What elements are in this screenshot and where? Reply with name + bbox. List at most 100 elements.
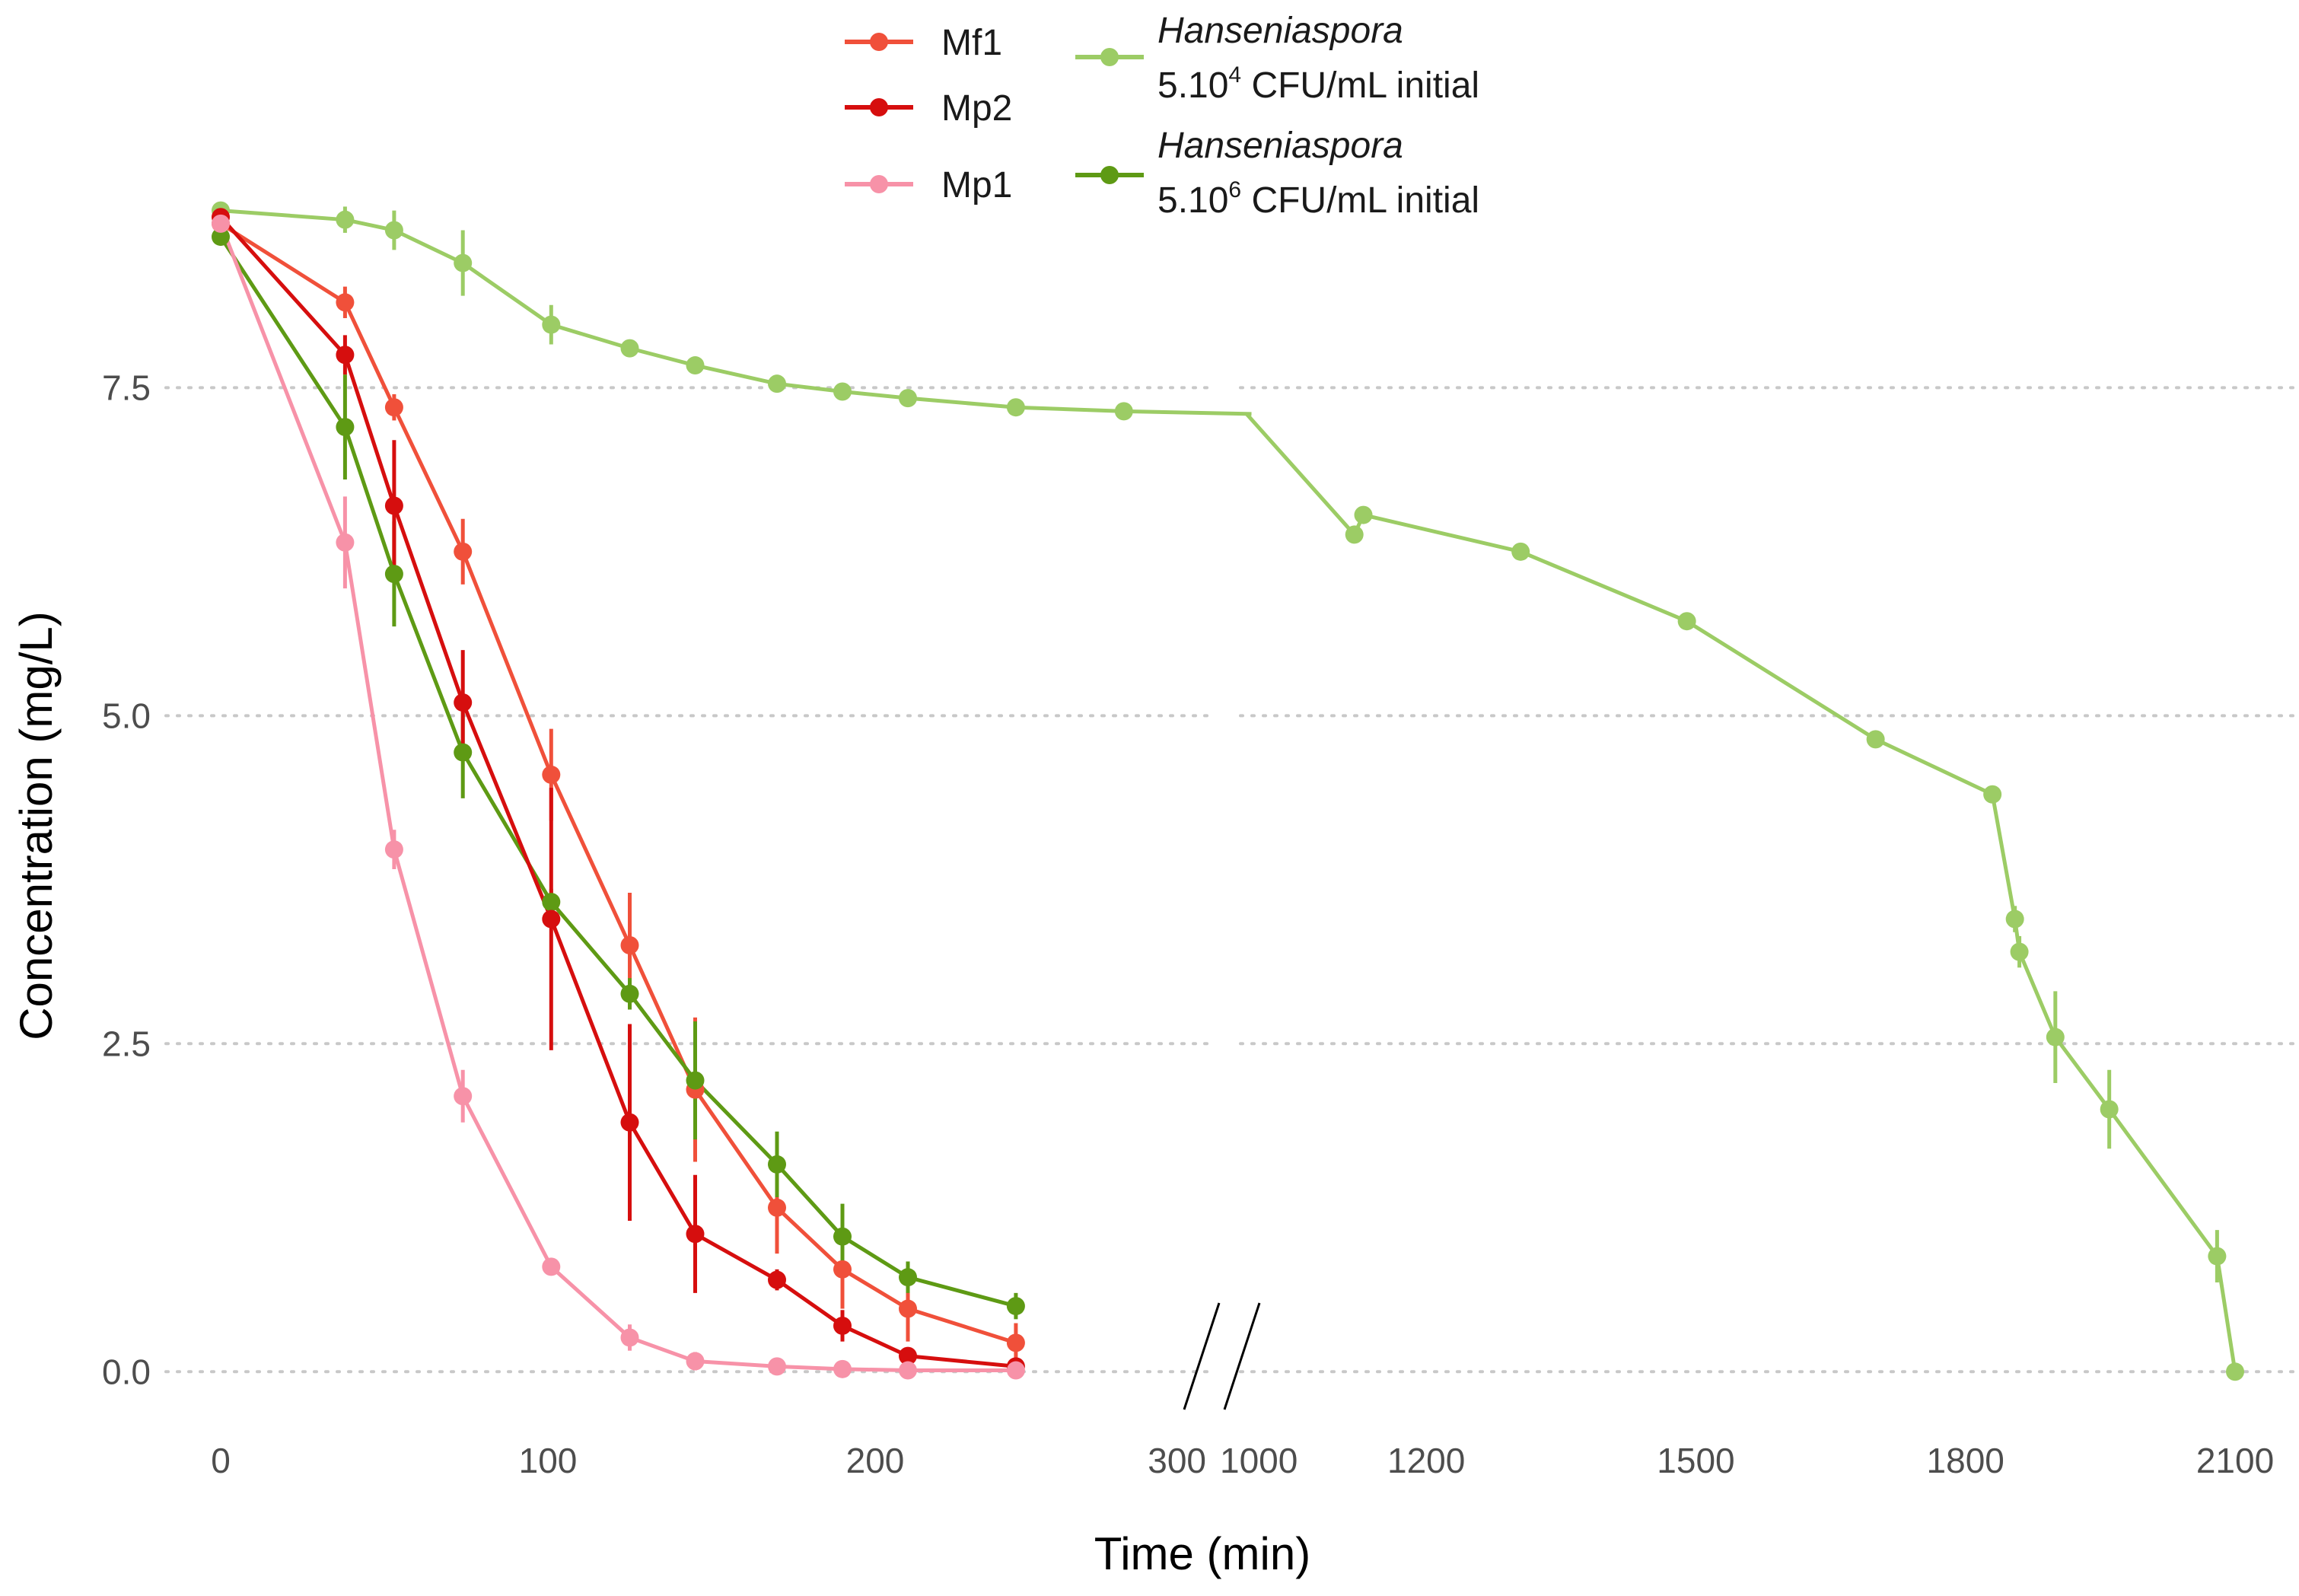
x-axis-title: Time (min) [1094,1528,1310,1579]
x-tick-label: 1200 [1387,1441,1465,1480]
y-axis-ticks: 0.0 2.5 5.0 7.5 [102,368,151,1391]
series-3-point [2005,909,2024,929]
series-3-point [2010,942,2029,961]
series-1-point [768,1270,786,1289]
series-3-line [220,209,1252,416]
series-3-point [454,253,473,272]
y-axis-title: Concentration (mg/L) [11,611,62,1040]
x-tick-label: 1800 [1927,1441,2004,1480]
data-points [212,201,2244,1381]
series-3-point [1006,398,1025,417]
legend-label-hanseniaspora-high-species: Hanseniaspora [1157,126,1403,166]
series-3-point [768,374,786,393]
x-tick-label: 200 [846,1441,905,1480]
legend-key-point-mf1 [870,33,888,51]
series-2-point [620,1328,639,1347]
series-4-point [899,1268,917,1287]
series-4-point [768,1155,786,1174]
legend-item-hanseniaspora-high: Hanseniaspora 5.106 CFU/mL initial [1075,126,1479,221]
y-tick-label: 2.5 [102,1024,151,1063]
series-1-point [833,1316,852,1335]
series-4-point [686,1071,705,1090]
y-tick-label: 7.5 [102,368,151,407]
series-1-point [620,1113,639,1132]
series-3-point [2208,1247,2227,1266]
series-3-point [1677,612,1696,631]
legend-key-point-hanseniaspora-high [1100,166,1119,184]
series-4-point [336,418,355,437]
series-0-point [1006,1333,1025,1352]
legend-label-mp2: Mp2 [941,88,1012,129]
legend-label-hanseniaspora-low-dose: 5.104 CFU/mL initial [1157,62,1479,106]
series-3-point [686,356,705,375]
series-2-point [336,533,355,552]
series-lines [218,209,2237,1373]
series-3-point [1114,402,1133,421]
x-tick-label: 1500 [1657,1441,1734,1480]
series-0-point [454,542,473,561]
x-tick-label: 100 [519,1441,578,1480]
series-1-point [384,496,403,515]
series-3-point [1345,525,1364,544]
series-2-point [384,840,403,859]
axis-break-mark [1183,1302,1261,1410]
series-1-point [899,1346,917,1365]
series-3-point [336,210,355,229]
series-2-point [1006,1361,1025,1380]
series-1-point [336,346,355,365]
series-2-point [454,1087,473,1106]
series-4-point [384,565,403,584]
series-0-point [620,936,639,955]
series-3-point [2046,1027,2065,1046]
series-3-point [2226,1362,2244,1381]
legend: Mf1 Mp2 Mp1 Hanseniaspora 5.104 CFU/mL i… [845,11,1479,221]
legend-item-mp2: Mp2 [845,88,1012,129]
series-3-point [620,339,639,358]
legend-label-hanseniaspora-low-species: Hanseniaspora [1157,11,1403,51]
series-3-point [1983,785,2002,804]
y-tick-label: 5.0 [102,696,151,735]
series-4-point [833,1227,852,1246]
series-1-line [219,215,1017,1368]
legend-key-point-hanseniaspora-low [1100,48,1119,66]
series-4-point [1006,1297,1025,1316]
y-tick-label: 0.0 [102,1352,151,1391]
series-2-point [833,1359,852,1378]
legend-key-point-mp1 [870,175,888,193]
series-0-point [768,1198,786,1217]
series-3-point [833,382,852,401]
series-0-point [899,1299,917,1318]
legend-item-hanseniaspora-low: Hanseniaspora 5.104 CFU/mL initial [1075,11,1479,106]
series-2-point [212,214,230,233]
series-0-line [219,221,1017,1345]
series-0-point [542,765,561,784]
x-tick-label: 300 [1148,1441,1206,1480]
series-0-point [384,398,403,417]
series-2-point [542,1257,561,1276]
series-4-point [620,984,639,1003]
error-bars [218,206,2237,1375]
series-2-point [768,1357,786,1376]
series-3-point [1511,542,1530,561]
legend-label-mf1: Mf1 [941,23,1002,63]
series-2-point [686,1352,705,1371]
series-3-point [1866,730,1885,749]
series-3-point [2100,1100,2119,1119]
series-3-line-continued [1245,413,2237,1372]
series-1-point [686,1225,705,1244]
series-3-point [899,389,917,408]
x-tick-label: 1000 [1220,1441,1298,1480]
gridlines [164,386,2299,1374]
series-4-point [212,228,230,247]
x-tick-label: 0 [211,1441,231,1480]
x-tick-label: 2100 [2196,1441,2274,1480]
series-4-point [542,893,561,912]
series-3-point [1354,505,1373,524]
x-axis-ticks: 0 100 200 300 1000 1200 1500 1800 2100 [211,1441,2274,1480]
series-1-point [542,909,561,929]
legend-key-point-mp2 [870,98,888,116]
series-2-point [899,1361,917,1380]
legend-item-mp1: Mp1 [845,165,1012,205]
legend-label-mp1: Mp1 [941,165,1012,205]
